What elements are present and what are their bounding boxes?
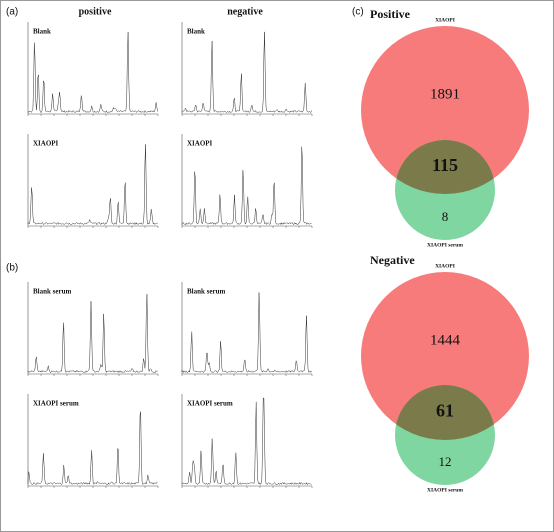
set-b-label: XIAOPI serum	[427, 242, 463, 248]
set-a-circle	[361, 26, 529, 194]
venn-diagrams: Positive XIAOPI XIAOPI serum 1891 115 8 Negati…	[361, 7, 529, 493]
trace	[27, 411, 158, 486]
plot-title: Blank serum	[187, 288, 225, 296]
trace	[27, 31, 158, 113]
set-a-label: XIAOPI	[435, 17, 455, 23]
plot-title: XIAOPI	[187, 140, 213, 148]
plot-title: Blank	[187, 28, 205, 36]
column-header: negative	[227, 6, 263, 17]
panel-label: (a)	[6, 7, 18, 18]
trace	[27, 294, 158, 374]
trace	[181, 292, 312, 374]
panel-label: (b)	[6, 263, 18, 274]
plot-title: Blank	[33, 28, 51, 36]
overlap-count: 61	[436, 401, 454, 421]
plot-title: XIAOPI	[33, 140, 59, 148]
trace	[181, 397, 312, 485]
only-a-count: 1891	[430, 86, 460, 102]
set-a-label: XIAOPI	[435, 263, 455, 269]
overlap	[395, 140, 495, 194]
set-b-label: XIAOPI serum	[427, 487, 463, 493]
plot-title: XIAOPI serum	[187, 400, 233, 408]
trace	[27, 144, 158, 225]
venn-title: Negative	[370, 253, 415, 267]
panel-label: (c)	[352, 7, 364, 18]
venn-title: Positive	[370, 7, 411, 21]
set-a-circle	[361, 272, 529, 440]
trace	[181, 31, 312, 114]
only-a-count: 1444	[430, 332, 461, 348]
trace	[181, 146, 312, 226]
chromatograms: Blank Blank XIAOPI XIAOPI Blank serum Blank s…	[27, 22, 313, 488]
column-header: positive	[79, 6, 112, 17]
only-b-count: 8	[442, 209, 449, 224]
plot-title: XIAOPI serum	[33, 400, 79, 408]
only-b-count: 12	[439, 454, 452, 469]
overlap	[395, 385, 495, 440]
plot-title: Blank serum	[33, 288, 71, 296]
overlap-count: 115	[432, 155, 458, 175]
